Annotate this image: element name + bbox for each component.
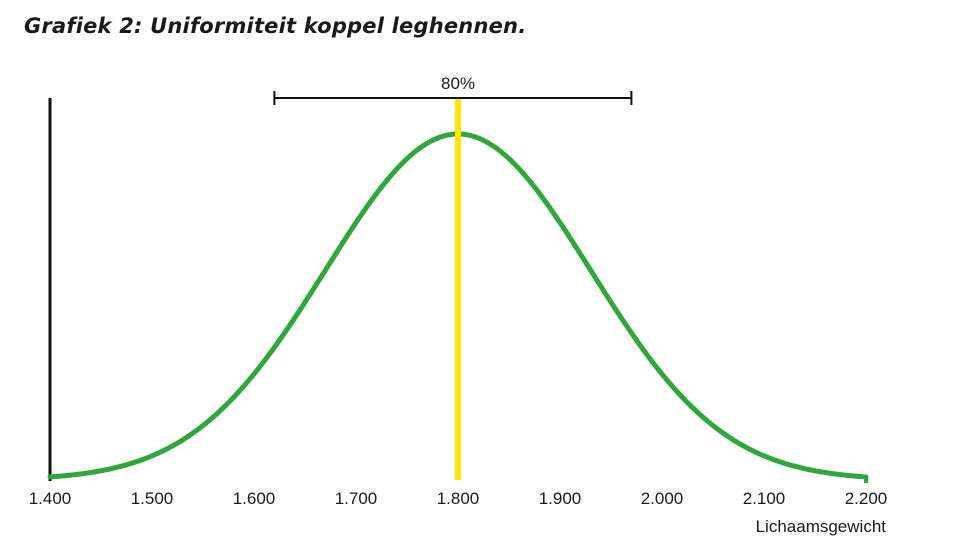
x-tick-label: 2.000: [641, 489, 684, 508]
chart-title: Grafiek 2: Uniformiteit koppel leghennen…: [24, 14, 527, 38]
x-tick-label: 1.700: [335, 489, 378, 508]
x-tick-label: 1.600: [233, 489, 276, 508]
x-tick-label: 1.500: [131, 489, 174, 508]
x-tick-label: 1.400: [29, 489, 72, 508]
x-tick-labels: 1.400 1.500 1.600 1.700 1.800 1.900 2.000 2.100…: [29, 489, 888, 508]
x-tick-label: 2.100: [743, 489, 786, 508]
x-tick-label: 1.900: [539, 489, 582, 508]
plot-layer: [47, 91, 869, 483]
x-tick-label: 2.200: [845, 489, 888, 508]
range-label: 80%: [441, 74, 475, 93]
x-axis-label: Lichaamsgewicht: [756, 517, 887, 536]
x-tick-label: 1.800: [437, 489, 480, 508]
